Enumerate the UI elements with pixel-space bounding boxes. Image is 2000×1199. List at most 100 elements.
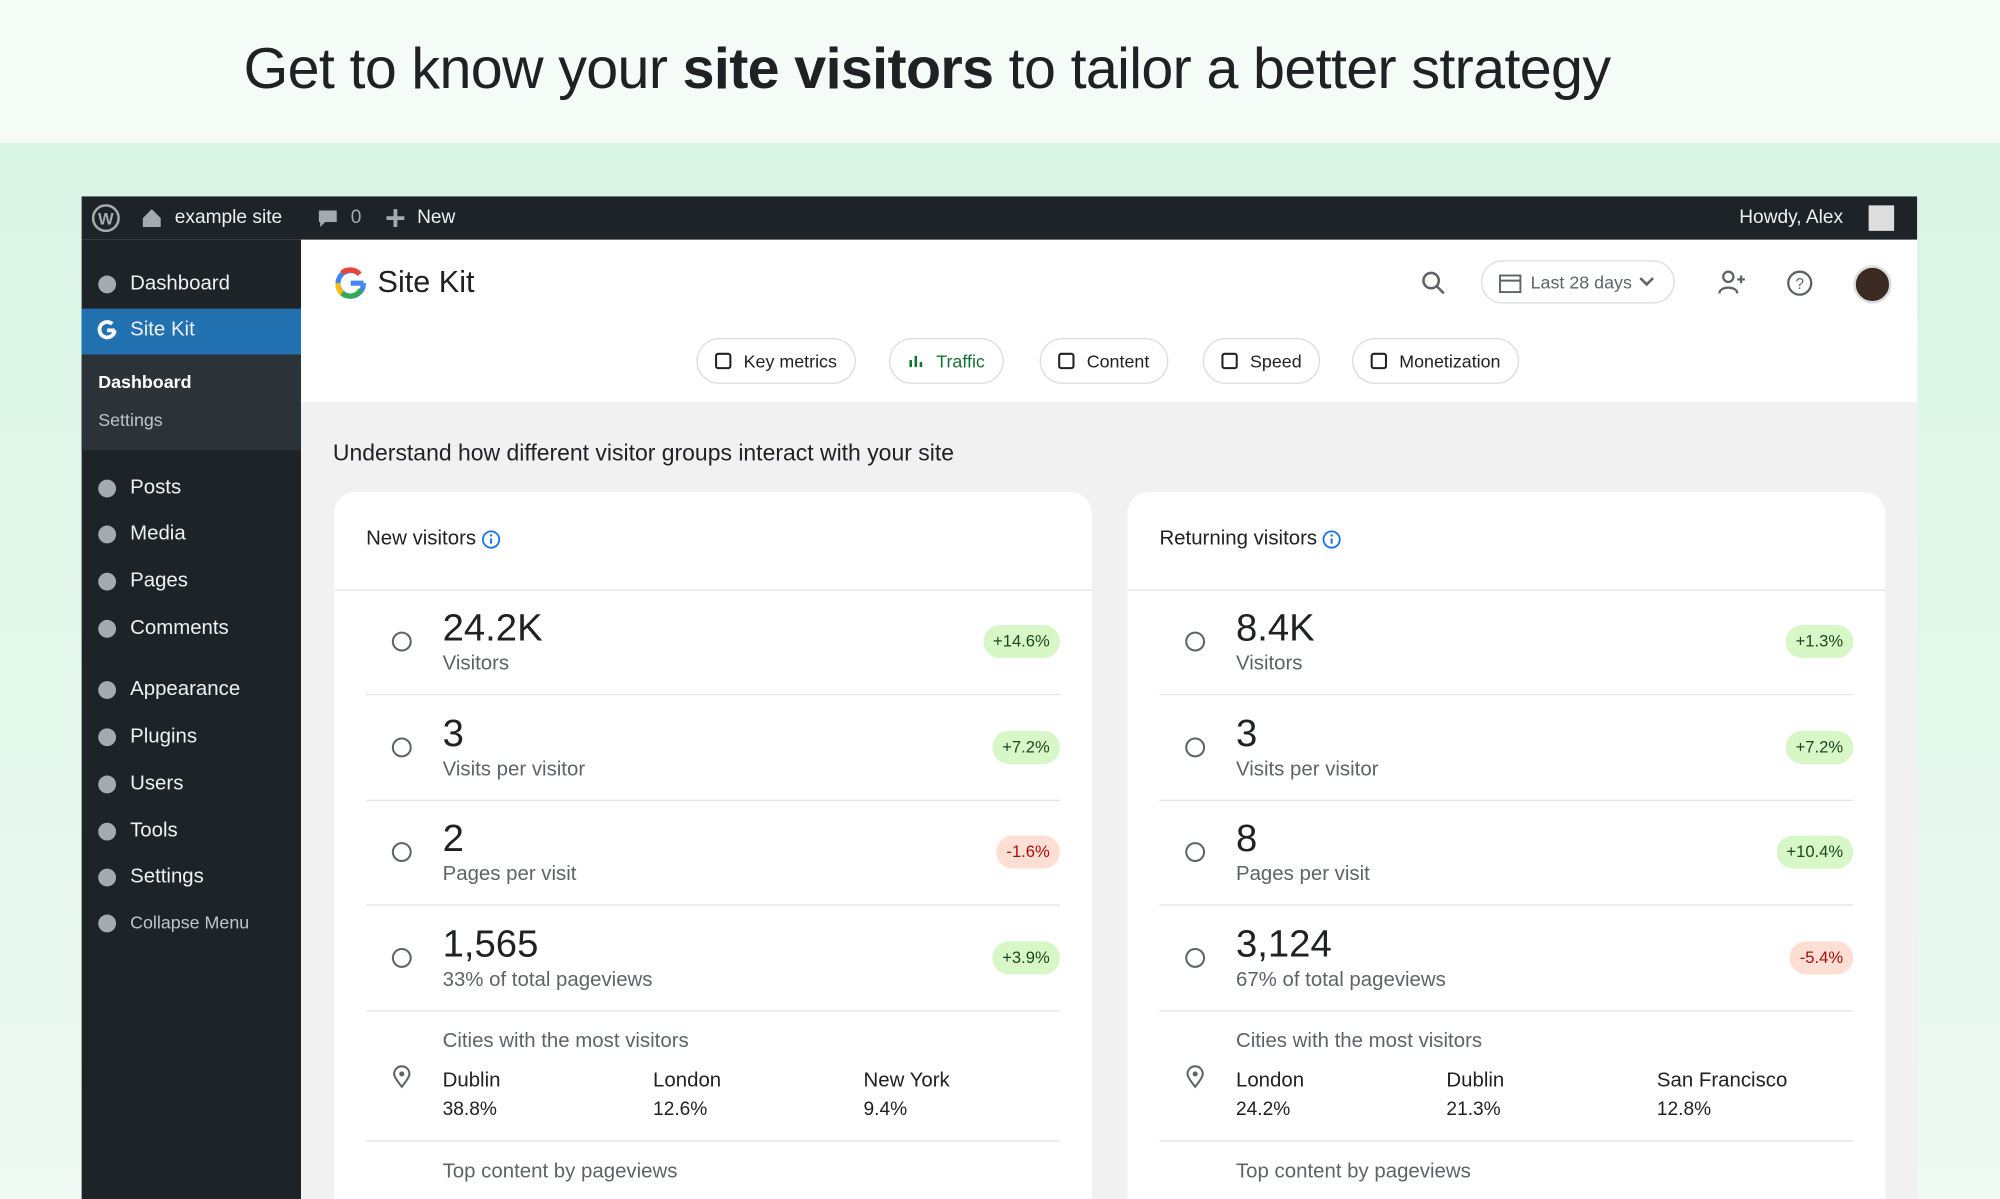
user-avatar[interactable] bbox=[1853, 265, 1892, 304]
menu-icon bbox=[98, 728, 117, 747]
row-divider bbox=[1159, 693, 1854, 696]
calendar-icon bbox=[1499, 274, 1522, 294]
metric-value: 2 bbox=[442, 817, 464, 860]
card-title: New visitors bbox=[366, 528, 477, 550]
tab-icon bbox=[909, 355, 923, 368]
city-share: 21.3% bbox=[1446, 1098, 1501, 1120]
tab[interactable]: Speed bbox=[1202, 338, 1321, 384]
metric-value: 8.4K bbox=[1235, 607, 1315, 650]
card: Returning visitors 8.4K Visitors +1.3% 3 Visi… bbox=[1127, 492, 1886, 1199]
metric-label: 67% of total pageviews bbox=[1235, 968, 1446, 991]
city-name: Dublin bbox=[1446, 1070, 1505, 1092]
info-icon bbox=[481, 530, 501, 549]
metric-value: 3,124 bbox=[1235, 922, 1332, 965]
sitekit-header: Site Kit Last 28 days ? Key metrics Traff… bbox=[301, 239, 1918, 402]
avatar[interactable] bbox=[1868, 205, 1895, 231]
plus-icon bbox=[386, 209, 405, 228]
help-icon[interactable]: ? bbox=[1786, 269, 1814, 297]
metric-label: Pages per visit bbox=[1235, 863, 1370, 886]
top-content-title: Top content by pageviews bbox=[442, 1160, 678, 1183]
admin-bar: W example site 0 New Howdy, Alex bbox=[81, 196, 1918, 240]
metric-value: 1,565 bbox=[442, 922, 539, 965]
submenu bbox=[81, 354, 302, 451]
menu-item[interactable]: Site Kit bbox=[130, 318, 195, 341]
tab-label: Key metrics bbox=[743, 350, 837, 372]
menu-item[interactable]: Dashboard bbox=[130, 272, 230, 295]
pin-icon bbox=[1186, 1065, 1204, 1089]
city-name: London bbox=[1235, 1070, 1305, 1092]
tab-label: Content bbox=[1086, 350, 1150, 372]
comment-count[interactable]: 0 bbox=[350, 206, 362, 229]
site-name[interactable]: example site bbox=[174, 206, 283, 229]
menu-item[interactable]: Pages bbox=[130, 570, 188, 592]
metric-value: 3 bbox=[1235, 712, 1258, 755]
city-share: 9.4% bbox=[863, 1098, 908, 1120]
metric-value: 3 bbox=[442, 712, 464, 755]
metric-icon bbox=[1185, 736, 1206, 757]
menu-item[interactable]: Media bbox=[130, 522, 186, 545]
new-link[interactable]: New bbox=[417, 206, 456, 229]
menu-icon bbox=[98, 525, 117, 544]
row-divider bbox=[366, 1009, 1060, 1011]
metric-value: 24.2K bbox=[442, 607, 543, 650]
wp-logo[interactable]: W bbox=[91, 204, 120, 233]
headline: Get to know your site visitors to tailor… bbox=[244, 36, 1611, 102]
menu-item[interactable]: Settings bbox=[130, 866, 204, 888]
svg-text:?: ? bbox=[1795, 276, 1804, 293]
metric-icon bbox=[1185, 842, 1206, 862]
metric-icon bbox=[391, 947, 412, 968]
cities-title: Cities with the most visitors bbox=[1235, 1030, 1483, 1053]
metric-icon bbox=[391, 736, 412, 757]
menu-icon bbox=[98, 619, 117, 638]
tab-label: Speed bbox=[1249, 350, 1302, 372]
card-title: Returning visitors bbox=[1159, 528, 1318, 550]
menu-item[interactable]: Plugins bbox=[130, 725, 198, 748]
menu-item[interactable]: Collapse Menu bbox=[130, 911, 250, 933]
metric-label: Visitors bbox=[1235, 653, 1303, 675]
tab[interactable]: Traffic bbox=[889, 338, 1004, 384]
menu-item[interactable]: Posts bbox=[130, 477, 182, 499]
menu-icon bbox=[98, 914, 117, 933]
change-badge: +1.3% bbox=[1785, 624, 1854, 659]
tab[interactable]: Monetization bbox=[1352, 338, 1520, 384]
banner bbox=[0, 0, 2000, 143]
menu-item[interactable]: Tools bbox=[130, 820, 178, 842]
menu-item[interactable]: Users bbox=[130, 772, 184, 795]
city-share: 12.8% bbox=[1656, 1098, 1712, 1120]
info-icon bbox=[1322, 530, 1341, 549]
date-range: Last 28 days bbox=[1530, 271, 1632, 293]
metric-icon bbox=[391, 842, 412, 862]
tab-label: Traffic bbox=[936, 350, 985, 372]
chevron bbox=[1639, 277, 1654, 287]
city-name: New York bbox=[863, 1070, 950, 1092]
pin-icon bbox=[393, 1065, 411, 1089]
divider bbox=[334, 589, 1092, 591]
menu-item[interactable]: Appearance bbox=[130, 678, 241, 701]
metric-icon bbox=[1185, 947, 1206, 968]
add-user-icon[interactable] bbox=[1717, 268, 1748, 296]
row-divider bbox=[1159, 799, 1854, 801]
city-name: Dublin bbox=[442, 1070, 501, 1092]
row-divider bbox=[366, 1140, 1060, 1142]
metric-label: Visits per visitor bbox=[1235, 758, 1379, 780]
date-picker[interactable]: Last 28 days bbox=[1480, 260, 1675, 304]
search-icon[interactable] bbox=[1421, 270, 1447, 296]
tab[interactable]: Content bbox=[1039, 338, 1169, 384]
row-divider bbox=[366, 799, 1060, 801]
top-content-title: Top content by pageviews bbox=[1235, 1160, 1471, 1183]
headline-text: Get to know your bbox=[243, 35, 683, 101]
menu-item[interactable]: Comments bbox=[130, 617, 229, 640]
tab[interactable]: Key metrics bbox=[696, 338, 857, 384]
metric-label: 33% of total pageviews bbox=[442, 968, 653, 991]
greeting[interactable]: Howdy, Alex bbox=[1739, 206, 1844, 229]
menu-item[interactable]: Dashboard bbox=[98, 371, 192, 392]
metric-icon bbox=[391, 631, 412, 652]
headline-bold: site visitors bbox=[682, 35, 994, 101]
tab-label: Monetization bbox=[1399, 350, 1501, 372]
metric-label: Pages per visit bbox=[442, 863, 577, 886]
metric-label: Visits per visitor bbox=[442, 758, 586, 780]
product-name: Site Kit bbox=[377, 265, 475, 300]
menu-item[interactable]: Settings bbox=[98, 409, 163, 430]
menu-icon bbox=[98, 572, 117, 591]
